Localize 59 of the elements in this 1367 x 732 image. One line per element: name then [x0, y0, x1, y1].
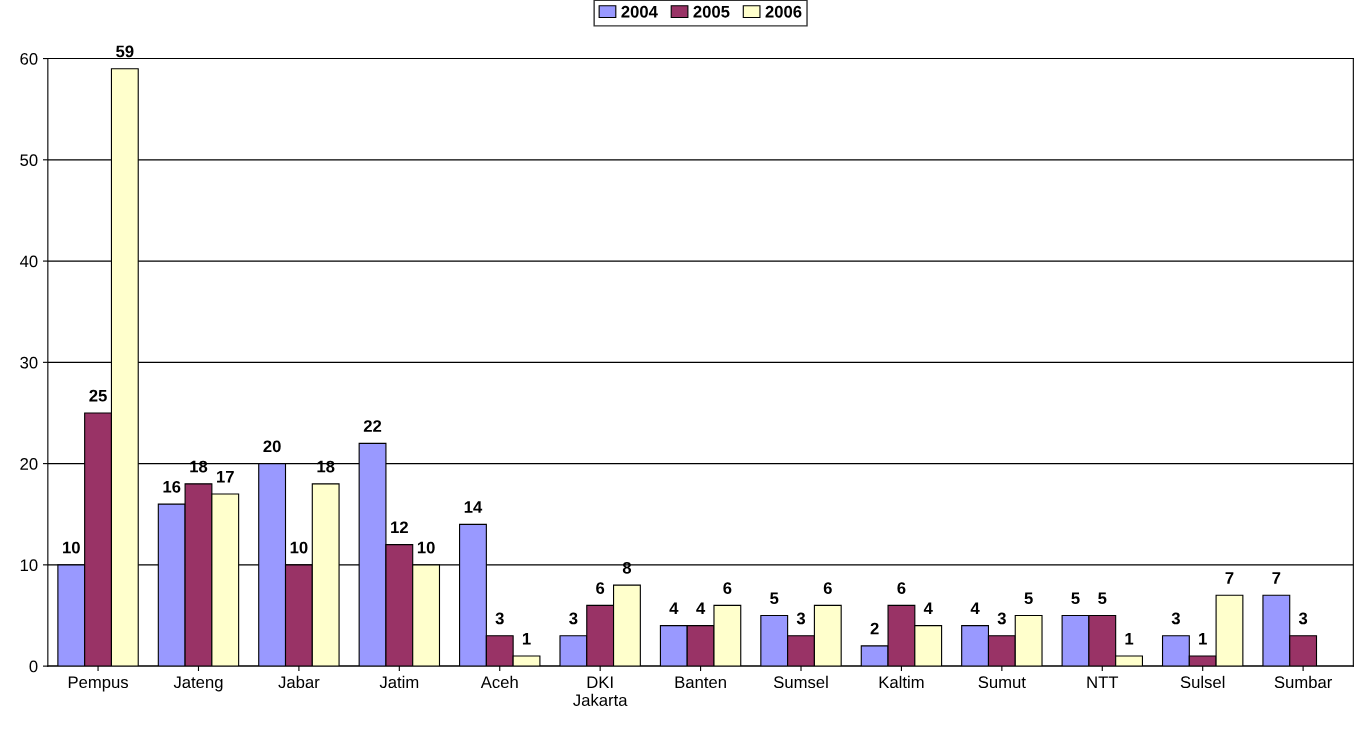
data-label: 10	[63, 541, 80, 554]
y-tick-label: 30	[20, 356, 38, 369]
data-label: 6	[823, 582, 832, 594]
x-tick-label: NTT	[1087, 676, 1119, 688]
data-label: 6	[723, 582, 732, 594]
data-label: 16	[163, 480, 181, 493]
data-label: 5	[770, 592, 779, 605]
data-label: 3	[796, 612, 806, 625]
data-label: 5	[1071, 592, 1080, 605]
data-label: 3	[1298, 612, 1308, 625]
data-label: 12	[391, 521, 408, 534]
data-label: 3	[1171, 612, 1180, 625]
data-label: 5	[1098, 592, 1107, 605]
x-tick-label: Kaltim	[879, 675, 924, 689]
data-label: 4	[970, 602, 980, 615]
x-tick-label: Jabar	[278, 675, 320, 689]
data-label: 8	[622, 561, 632, 574]
data-label: 4	[669, 602, 679, 615]
x-tick-label: Jateng	[173, 676, 223, 692]
y-tick-label: 20	[20, 458, 38, 470]
x-tick-label: DKI Jakarta	[573, 676, 628, 707]
data-label: 7	[1225, 572, 1234, 584]
data-label: 14	[464, 501, 483, 513]
data-label: 10	[417, 541, 435, 554]
data-label: 1	[1199, 632, 1207, 645]
data-label: 10	[290, 541, 308, 554]
data-label: 1	[522, 632, 531, 645]
data-label: 6	[897, 582, 906, 594]
data-label: 3	[997, 612, 1006, 625]
legend-label: 2006	[765, 5, 802, 18]
x-tick-label: Sulsel	[1180, 675, 1225, 689]
y-tick-label: 50	[20, 154, 38, 167]
data-label: 5	[1024, 592, 1033, 605]
data-label: 3	[495, 612, 504, 625]
x-tick-label: Banten	[675, 676, 726, 689]
y-tick-label: 10	[20, 559, 38, 572]
data-label: 22	[363, 420, 382, 432]
data-label: 4	[923, 602, 933, 615]
data-label: 59	[116, 45, 134, 58]
legend-label: 2005	[693, 5, 730, 18]
x-tick-label: Pempus	[68, 676, 129, 692]
data-label: 20	[263, 440, 281, 453]
data-label: 3	[569, 612, 578, 625]
data-label: 7	[1272, 572, 1281, 584]
x-tick-label: Sumsel	[773, 675, 828, 689]
y-tick-label: 0	[29, 660, 38, 673]
y-tick-label: 40	[19, 255, 38, 268]
legend-label: 2004	[621, 5, 658, 18]
x-tick-label: Jatim	[379, 675, 419, 689]
data-label: 17	[217, 470, 234, 483]
data-label: 4	[696, 602, 706, 615]
data-label: 25	[89, 389, 107, 402]
x-tick-label: Sumbar	[1274, 675, 1333, 689]
data-label: 6	[596, 582, 605, 594]
data-label: 2	[870, 622, 879, 635]
y-tick-label: 60	[20, 52, 38, 65]
data-label: 1	[1125, 632, 1134, 645]
x-tick-label: Aceh	[480, 675, 518, 689]
x-tick-label: Sumut	[978, 676, 1026, 689]
